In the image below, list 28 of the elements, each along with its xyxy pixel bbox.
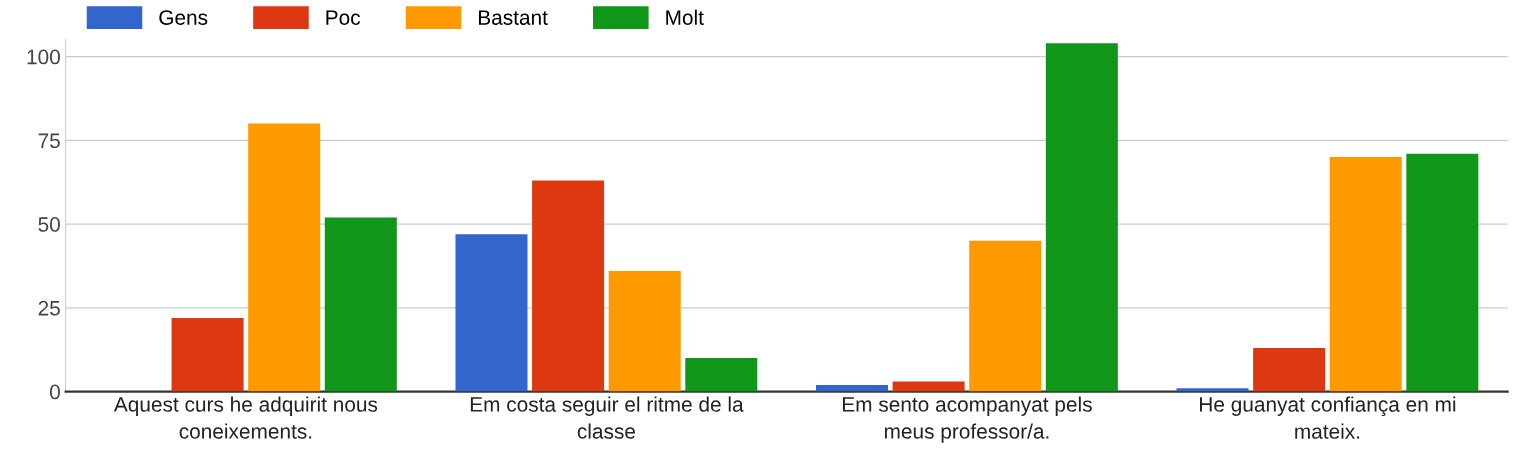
x-tick-label: Em costa seguir el ritme de la classe xyxy=(470,396,744,439)
bar xyxy=(171,317,244,392)
legend-label: Molt xyxy=(666,9,704,25)
bar xyxy=(455,234,528,392)
bar xyxy=(685,358,758,392)
bar xyxy=(1176,388,1249,392)
bar xyxy=(892,381,965,392)
x-tick-label: He guanyat confiança en mi mateix. xyxy=(1200,396,1456,439)
bar xyxy=(969,240,1042,392)
bar xyxy=(815,384,888,392)
y-tick-label: 100 xyxy=(27,49,60,65)
y-tick-label: 50 xyxy=(38,217,60,232)
legend-label: Bastant xyxy=(478,10,548,25)
y-tick-label: 75 xyxy=(38,133,60,149)
legend-label: Poc xyxy=(326,10,361,25)
x-tick-label: Em sento acompanyat pels meus professor/a. xyxy=(842,396,1092,443)
legend-label: Gens xyxy=(159,10,208,25)
bar xyxy=(1253,348,1326,392)
y-tick-label: 25 xyxy=(38,300,60,316)
bar xyxy=(248,123,321,392)
bar xyxy=(532,180,605,392)
y-tick-label: 0 xyxy=(49,384,60,400)
bar xyxy=(1045,43,1118,392)
bar xyxy=(324,217,397,392)
bar xyxy=(1329,157,1402,392)
x-tick-label: Aquest curs he adquirit nous coneixements. xyxy=(113,396,378,439)
bar xyxy=(608,271,681,392)
bar xyxy=(1406,153,1479,392)
